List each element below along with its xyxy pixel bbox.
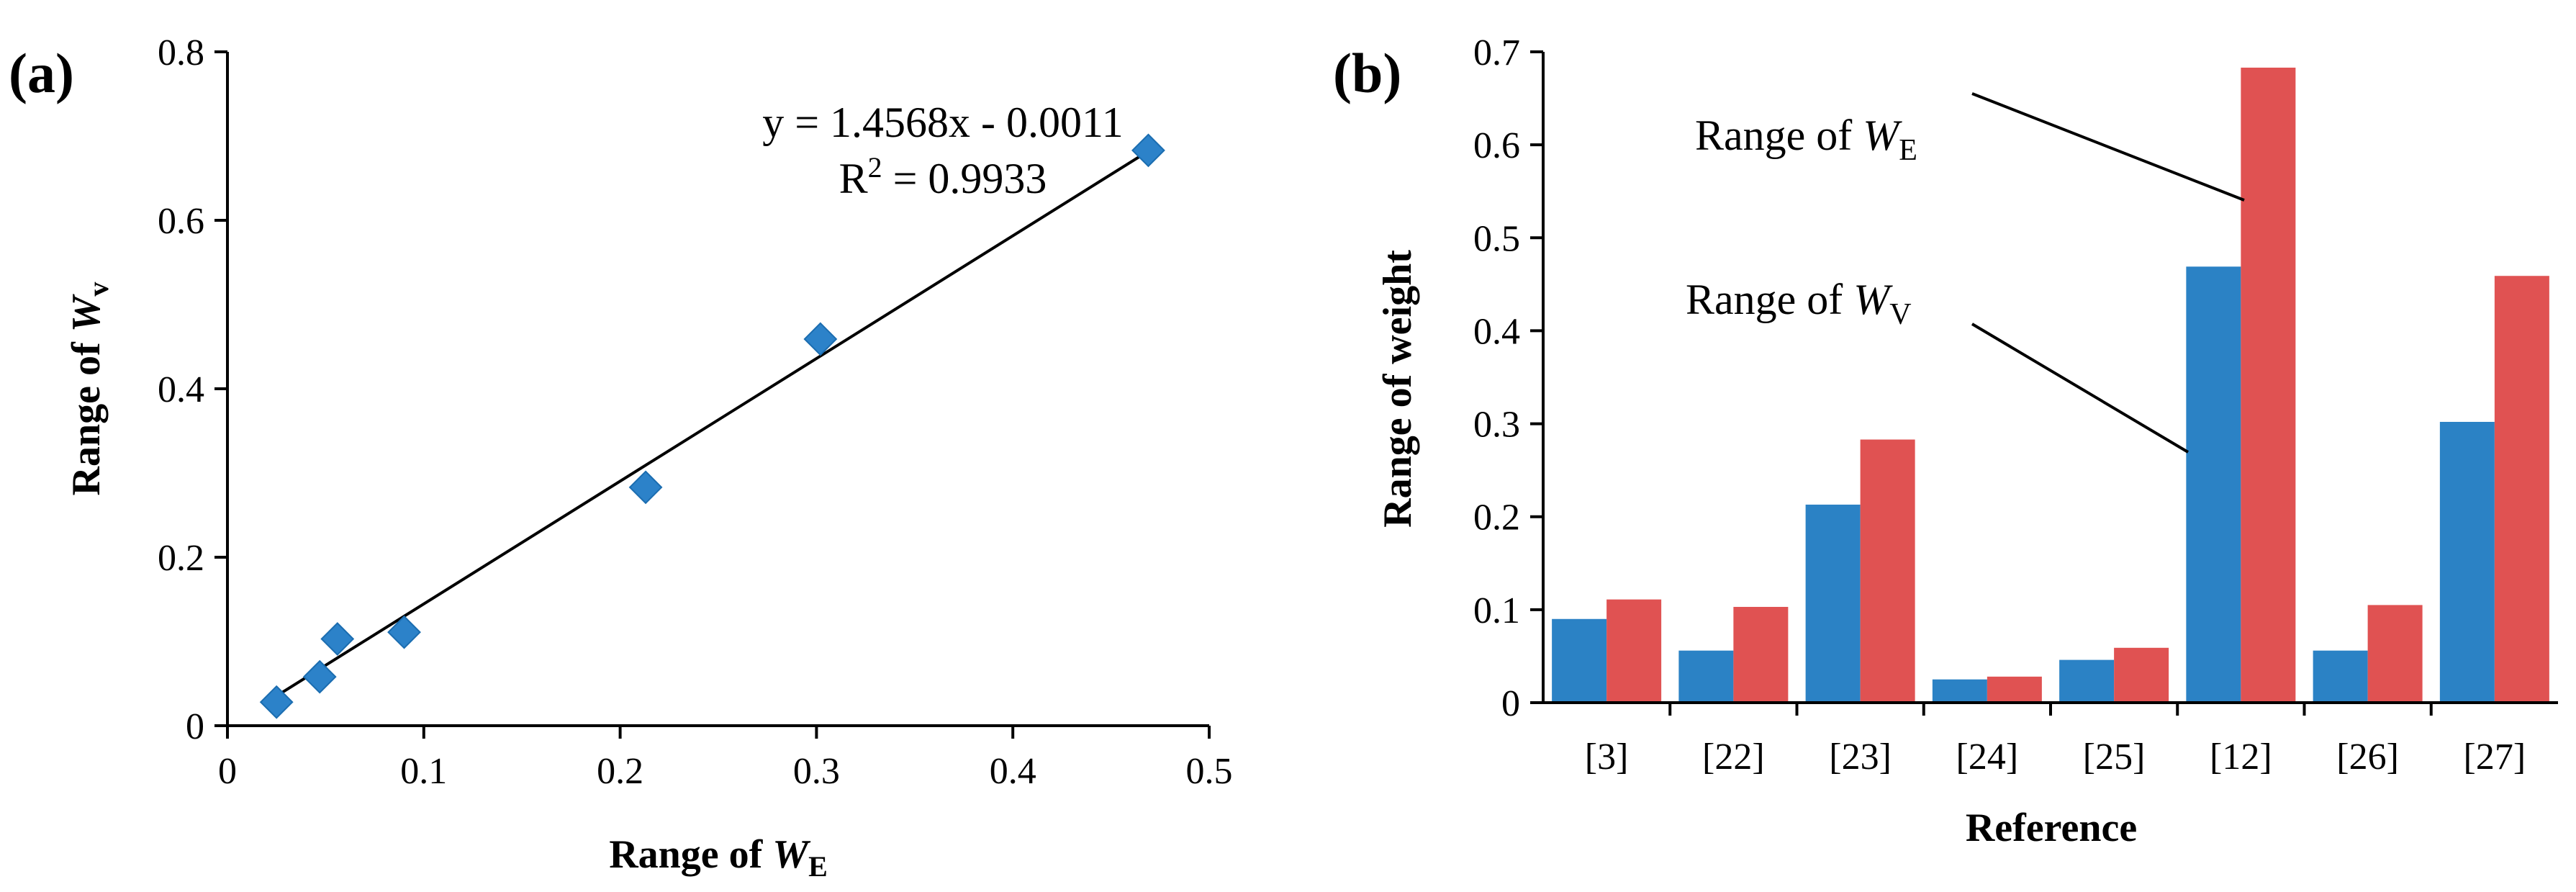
y-tick-label: 0 <box>1501 683 1520 724</box>
ann-wv-var: W <box>1853 276 1893 323</box>
annotation-leader-wv <box>1971 323 2189 454</box>
y-tick-label: 0.2 <box>158 538 204 579</box>
ann-we-text: Range of <box>1695 112 1863 159</box>
y-tick-label: 0.3 <box>1473 405 1520 446</box>
panel-a-x-ticks: 0 0.1 0.2 0.3 0.4 0.5 <box>218 726 1233 792</box>
bar-we <box>2494 276 2549 703</box>
scatter-point <box>1131 133 1165 168</box>
annotation-leader-we <box>1971 92 2245 202</box>
bar-we <box>2114 647 2169 703</box>
bar-wv <box>1932 679 1987 703</box>
y-label-var: W <box>64 293 109 332</box>
panel-a-trendline <box>276 150 1149 698</box>
x-tick-label: 0 <box>218 751 237 792</box>
bar-wv <box>2439 421 2495 703</box>
y-label-sub: v <box>82 282 114 297</box>
panel-a-y-axis-label: Range of Wv <box>64 282 114 496</box>
r2-superscript: 2 <box>868 151 882 184</box>
y-label-text: Range of <box>64 332 109 495</box>
panel-b-bars <box>1552 67 2549 703</box>
x-tick-label: 0.2 <box>597 751 643 792</box>
bar-wv <box>1552 618 1607 703</box>
x-tick-label: 0.1 <box>400 751 447 792</box>
x-tick-label: 0.4 <box>990 751 1036 792</box>
y-tick-label: 0.7 <box>1473 32 1520 73</box>
category-label: [22] <box>1702 736 1765 778</box>
scatter-point <box>259 685 294 719</box>
panel-b-bar-chart: (b) 0 0.1 0.2 0.3 0.4 0.5 0.6 0.7 [3] [22] [23] [2… <box>1333 32 2558 850</box>
r2-value: = 0.9933 <box>882 155 1047 202</box>
scatter-point <box>387 615 421 649</box>
y-tick-label: 0.6 <box>158 201 204 242</box>
ann-we-sub: E <box>1899 134 1917 167</box>
bar-we <box>2241 67 2296 703</box>
r2-symbol: R <box>839 155 868 202</box>
category-label: [26] <box>2336 736 2399 778</box>
y-tick-label: 0.2 <box>1473 497 1520 539</box>
x-label-text: Range of <box>609 832 772 877</box>
y-tick-label: 0.5 <box>1473 218 1520 259</box>
bar-wv <box>1805 504 1861 703</box>
bar-we <box>1733 606 1789 703</box>
panel-a-equation: y = 1.4568x - 0.0011 <box>762 99 1124 146</box>
y-tick-label: 0.4 <box>158 369 204 410</box>
bar-we <box>1987 676 2042 703</box>
category-label: [24] <box>1956 736 2019 778</box>
scatter-point <box>803 322 838 356</box>
category-label: [12] <box>2210 736 2272 778</box>
panel-a-r-squared: R2 = 0.9933 <box>839 151 1047 202</box>
bar-wv <box>2313 650 2368 703</box>
scatter-point <box>302 659 337 694</box>
bar-we <box>2367 605 2423 703</box>
scatter-point <box>628 470 663 505</box>
annotation-range-wv: Range of WV <box>1686 276 1912 331</box>
scatter-point <box>320 622 355 656</box>
bar-wv <box>2059 659 2115 703</box>
x-tick-label: 0.3 <box>793 751 840 792</box>
ann-wv-text: Range of <box>1686 276 1853 323</box>
y-tick-label: 0.8 <box>158 32 204 73</box>
category-label: [23] <box>1829 736 1892 778</box>
x-label-var: W <box>772 832 811 877</box>
panel-b-category-labels: [3] [22] [23] [24] [25] [12] [26] [27] <box>1585 703 2526 778</box>
ann-wv-sub: V <box>1889 298 1911 331</box>
y-tick-label: 0.1 <box>1473 590 1520 631</box>
y-tick-label: 0.4 <box>1473 311 1520 352</box>
ann-we-var: W <box>1863 112 1902 159</box>
annotation-range-we: Range of WE <box>1695 112 1917 167</box>
bar-we <box>1860 439 1915 703</box>
panel-a-points <box>259 133 1165 719</box>
bar-wv <box>1678 650 1734 703</box>
panel-b-y-axis-label: Range of weight <box>1375 250 1420 528</box>
bar-we <box>1606 599 1662 703</box>
y-tick-label: 0 <box>186 706 204 747</box>
panel-b-label: (b) <box>1333 42 1401 104</box>
category-label: [3] <box>1585 736 1629 778</box>
category-label: [27] <box>2464 736 2526 778</box>
category-label: [25] <box>2083 736 2146 778</box>
panel-b-y-ticks: 0 0.1 0.2 0.3 0.4 0.5 0.6 0.7 <box>1473 32 1543 724</box>
panel-a-scatter-chart: (a) 0 0.1 0.2 0.3 0.4 0.5 0 0.2 0.4 0.6 0.8 y = 1… <box>9 32 1233 883</box>
bar-wv <box>2186 266 2241 703</box>
x-label-sub: E <box>808 850 828 883</box>
panel-a-x-axis-label: Range of WE <box>609 832 828 883</box>
panel-a-y-ticks: 0 0.2 0.4 0.6 0.8 <box>158 32 227 747</box>
panel-a-label: (a) <box>9 42 74 104</box>
x-tick-label: 0.5 <box>1186 751 1233 792</box>
y-tick-label: 0.6 <box>1473 125 1520 166</box>
panel-b-x-axis-label: Reference <box>1966 806 2137 850</box>
